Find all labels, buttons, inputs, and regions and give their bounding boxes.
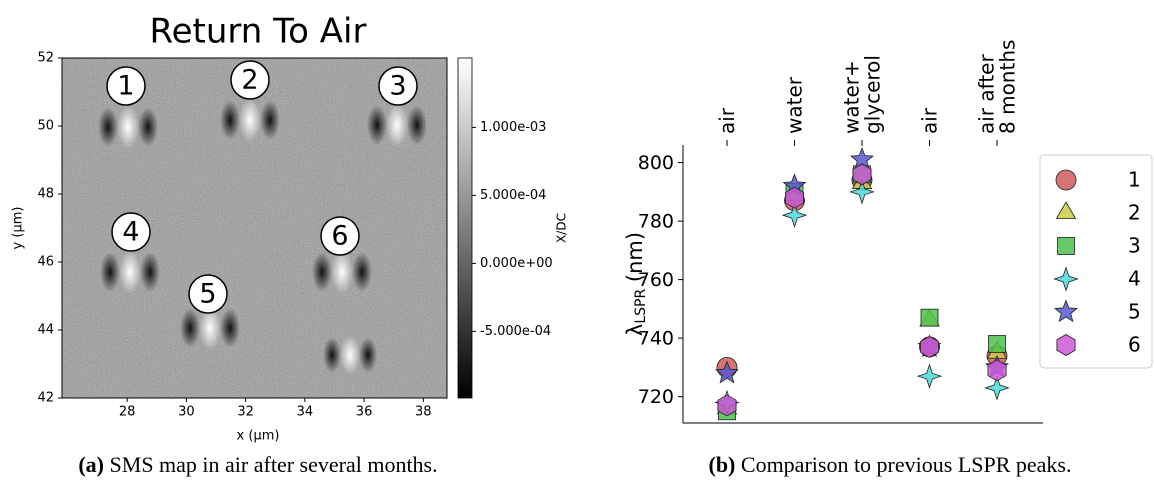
y-axis-label: y (µm) (11, 207, 26, 250)
y-tick-label: 48 (37, 187, 54, 202)
spot-badge (378, 66, 418, 106)
legend-label: 3 (1128, 234, 1141, 258)
y-tick-label: 42 (37, 391, 54, 406)
y-tick-label: 50 (37, 119, 54, 134)
y-tick-label: 800 (638, 152, 674, 174)
spot-badge (320, 216, 360, 256)
y-tick-label: 52 (37, 51, 54, 66)
legend-label: 6 (1128, 333, 1141, 357)
spot-label: 1 (117, 71, 134, 102)
y-tick-label: 44 (37, 323, 54, 338)
caption-b: (b) Comparison to previous LSPR peaks. (709, 452, 1072, 477)
marker (715, 360, 739, 384)
y-tick-label: 780 (638, 211, 674, 233)
caption-tag: (a) (78, 452, 104, 477)
spot-badge (230, 60, 270, 100)
spot-badge (106, 66, 146, 106)
marker (984, 375, 1010, 401)
marker (920, 335, 939, 358)
marker (785, 186, 804, 209)
category-label: air (917, 107, 941, 134)
x-tick-label: 38 (415, 405, 432, 420)
spot-labels: 1 2 3 4 5 6 (106, 60, 418, 314)
map-spots (98, 98, 427, 375)
marker (852, 163, 872, 186)
y-tick-label: 760 (638, 269, 674, 291)
caption-a: (a) SMS map in air after several months. (78, 452, 437, 477)
colorbar-tick-label: -5.000e-04 (480, 324, 551, 339)
y-tick-label: 46 (37, 255, 54, 270)
legend-label: 2 (1128, 201, 1141, 225)
caption-tag: (b) (709, 452, 736, 477)
map-title: Return To Air (150, 12, 367, 52)
caption-text: SMS map in air after several months. (110, 452, 438, 477)
marker (717, 394, 737, 417)
colorbar-label: X/DC (555, 213, 569, 243)
colorbar-tick-label: 0.000e+00 (480, 256, 553, 271)
ylabel-unit: (nm) (623, 232, 647, 282)
spot-badge (111, 212, 151, 252)
legend-label: 1 (1128, 168, 1141, 192)
y-tick-label: 740 (638, 328, 674, 350)
lspr-y-label: λLSPR (nm) (623, 232, 649, 336)
ylabel-symbol: λ (623, 324, 647, 336)
spot-label: 6 (331, 221, 348, 252)
colorbar (457, 57, 473, 399)
ylabel-subscript: LSPR (633, 289, 649, 324)
legend-label: 5 (1128, 300, 1141, 324)
legend-marker (1054, 299, 1078, 323)
spot-label: 2 (241, 65, 258, 96)
category-label: water (782, 76, 806, 134)
colorbar-tick-label: 1.000e-03 (480, 120, 546, 135)
spot-label: 4 (122, 217, 139, 248)
category-label: air after8 months (974, 40, 1019, 134)
y-tick-label: 720 (638, 386, 674, 408)
marker (781, 202, 808, 229)
marker (916, 363, 943, 389)
x-tick-label: 32 (237, 405, 254, 420)
legend-marker (1057, 237, 1075, 255)
marker (920, 308, 939, 327)
marker (987, 359, 1007, 382)
x-tick-label: 36 (356, 405, 373, 420)
caption-text: Comparison to previous LSPR peaks. (741, 452, 1072, 477)
colorbar-tick-label: 5.000e-04 (480, 188, 546, 203)
spot-label: 5 (199, 279, 216, 310)
category-label: air (715, 107, 739, 134)
sms-map: 1 2 3 4 5 6 (62, 58, 447, 398)
marker (849, 179, 875, 205)
legend-marker (1056, 334, 1076, 356)
x-axis-label: x (µm) (237, 429, 280, 444)
legend-marker (1055, 169, 1077, 191)
x-tick-label: 34 (297, 405, 314, 420)
x-tick-label: 30 (178, 405, 195, 420)
spot-label: 3 (389, 71, 406, 102)
category-label: water+glycerol (839, 55, 884, 134)
legend-marker (1055, 201, 1077, 219)
legend-label: 4 (1128, 267, 1141, 291)
map-frame (61, 57, 448, 399)
spot-badge (188, 274, 228, 314)
legend-marker (1053, 266, 1079, 292)
x-tick-label: 28 (119, 405, 136, 420)
marker (988, 335, 1006, 353)
